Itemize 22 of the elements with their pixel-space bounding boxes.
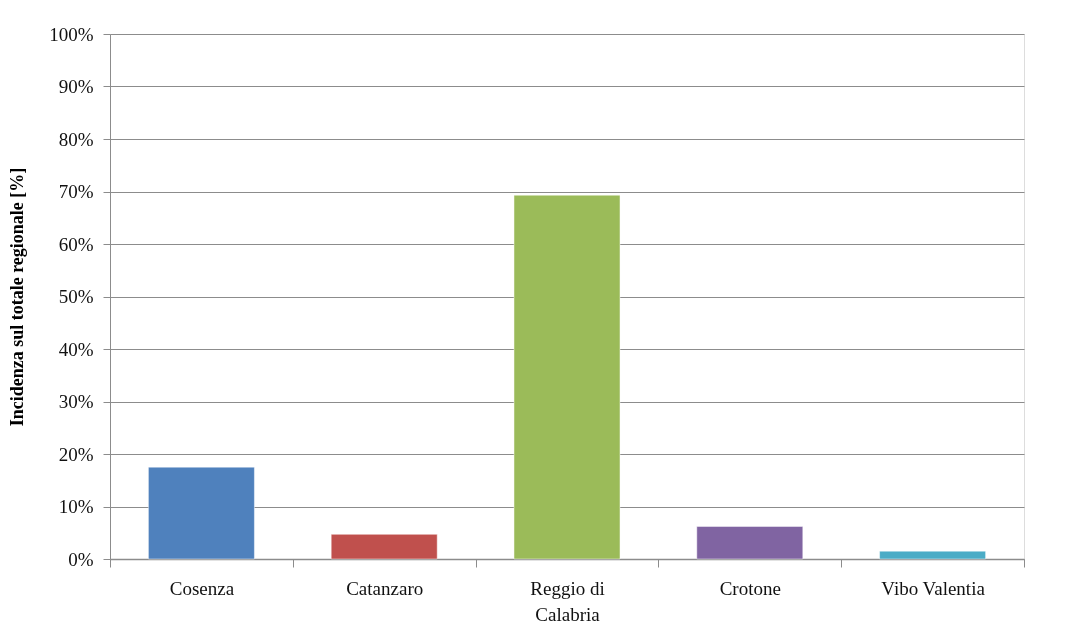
y-tick-label: 70%: [58, 181, 94, 202]
y-tick-label: 80%: [58, 128, 94, 150]
y-tick-label: 30%: [58, 391, 94, 412]
y-tick-label: 90%: [58, 76, 94, 97]
x-tick-label: Vibo Valentia: [881, 577, 986, 599]
x-tick-label: Cosenza: [169, 577, 235, 599]
y-tick-label: 10%: [58, 496, 94, 517]
x-tick-label: Catanzaro: [346, 577, 424, 599]
x-tick-label: Crotone: [719, 577, 781, 599]
y-tick-label: 100%: [49, 23, 94, 45]
y-tick-label: 50%: [58, 286, 94, 307]
bar: [879, 550, 987, 560]
bar: [147, 466, 255, 560]
y-tick-label: 20%: [58, 443, 94, 465]
y-tick-label: 40%: [58, 338, 94, 360]
bar: [330, 533, 438, 560]
y-tick-label: 60%: [58, 233, 94, 255]
x-tick-label: Reggio di Calabria: [530, 577, 605, 625]
bar: [513, 194, 621, 560]
y-axis-title: Incidenza sul totale regionale [%]: [7, 167, 28, 427]
y-tick-label: 0%: [68, 548, 94, 570]
bar: [696, 526, 804, 560]
